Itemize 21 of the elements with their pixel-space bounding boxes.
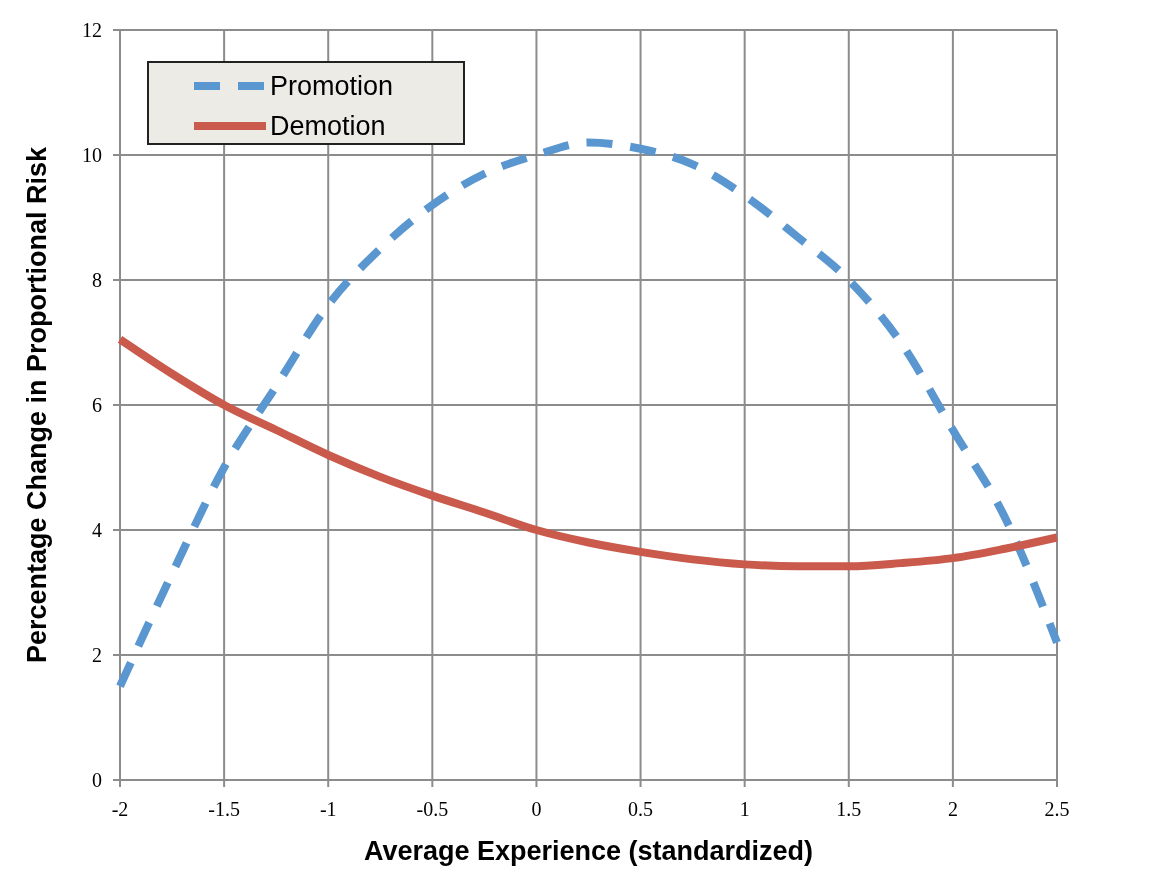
x-tick-label: 1.5 bbox=[836, 798, 862, 820]
y-tick-label: 2 bbox=[92, 644, 102, 666]
y-tick-label: 12 bbox=[82, 19, 102, 41]
x-tick-label: 1 bbox=[739, 798, 750, 820]
x-tick-label: 0 bbox=[531, 798, 542, 820]
y-tick-label: 0 bbox=[92, 769, 102, 791]
x-tick-label: -1.5 bbox=[208, 798, 240, 820]
x-tick-label: -1 bbox=[319, 798, 337, 820]
legend-label: Demotion bbox=[270, 111, 386, 142]
x-axis-title: Average Experience (standardized) bbox=[363, 836, 814, 866]
x-tick-label: 0.5 bbox=[628, 798, 654, 820]
x-tick-label: -2 bbox=[111, 798, 129, 820]
y-tick-label: 6 bbox=[92, 394, 102, 416]
x-tick-label: 2 bbox=[947, 798, 958, 820]
y-tick-label: 4 bbox=[92, 519, 102, 541]
y-tick-label: 10 bbox=[82, 144, 102, 166]
y-tick-label: 8 bbox=[92, 269, 102, 291]
legend-label: Promotion bbox=[270, 71, 394, 102]
x-tick-label: -0.5 bbox=[416, 798, 449, 820]
y-axis-title: Percentage Change in Proportional Risk bbox=[22, 145, 52, 664]
x-tick-label: 2.5 bbox=[1044, 798, 1070, 820]
